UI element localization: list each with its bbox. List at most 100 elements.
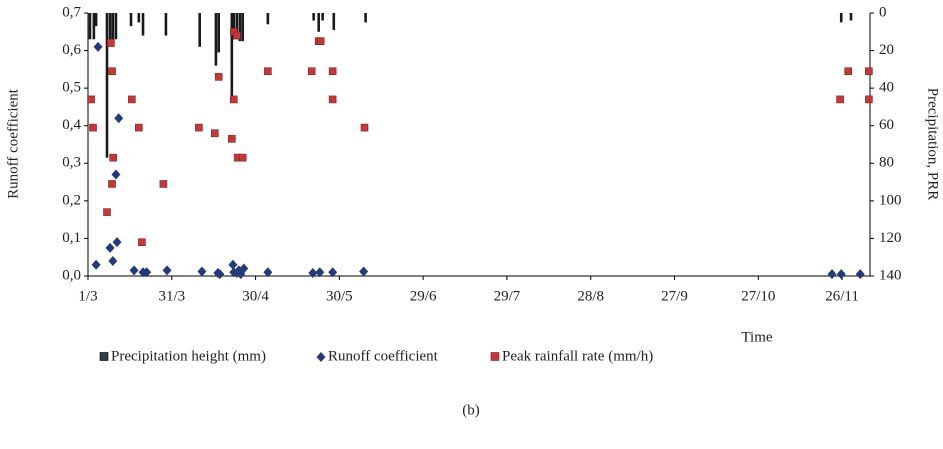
y2-tick-label: 80: [879, 155, 894, 171]
x-tick-label: 1/3: [78, 288, 97, 304]
peak-rate-point: [836, 95, 844, 104]
precipitation-bar: [114, 13, 118, 40]
x-tick-label: 28/8: [577, 288, 604, 304]
runoff-point: [129, 265, 139, 276]
x-tick-label: 26/11: [825, 288, 859, 304]
y-axis-label: Runoff coefficient: [5, 88, 21, 199]
precipitation-bar: [108, 13, 112, 40]
precipitation-bar: [214, 13, 218, 66]
peak-rate-point: [195, 123, 203, 132]
precipitation-bar: [217, 13, 221, 53]
peak-rate-point: [328, 67, 337, 76]
precipitation-bar: [232, 13, 236, 40]
runoff-point: [215, 269, 225, 280]
precipitation-bar: [332, 13, 336, 30]
legend-label: Peak rainfall rate (mm/h): [502, 348, 653, 364]
legend-label: Runoff coefficient: [328, 348, 439, 364]
runoff-point: [228, 259, 238, 270]
peak-rate-point: [307, 67, 316, 76]
y2-axis-label: Precipitation, PRR: [925, 88, 941, 201]
peak-rate-point: [865, 95, 873, 104]
precipitation-bar: [88, 13, 92, 40]
peak-rate-point: [89, 123, 97, 132]
runoff-point: [328, 267, 338, 278]
runoff-point: [836, 269, 846, 280]
runoff-point: [112, 237, 122, 248]
runoff-point: [359, 266, 369, 277]
peak-rate-point: [233, 31, 241, 40]
runoff-point: [263, 267, 273, 278]
peak-rate-point: [844, 67, 853, 76]
legend-label: Precipitation height (mm): [111, 348, 266, 364]
x-tick-label: 29/6: [410, 288, 437, 304]
y2-tick-label: 40: [879, 80, 894, 96]
y-tick-label: 0,7: [62, 4, 81, 20]
peak-rate-point: [103, 208, 111, 216]
precipitation-bar: [129, 13, 133, 27]
peak-rate-point: [264, 67, 272, 76]
caption: (b): [462, 402, 480, 418]
precipitation-bar: [230, 13, 234, 98]
y2-tick-label: 0: [879, 4, 887, 20]
precipitation-bar: [141, 13, 145, 36]
legend-marker: [316, 352, 326, 362]
y-tick-label: 0,4: [62, 117, 81, 133]
peak-rate-point: [109, 153, 117, 162]
precipitation-bar: [198, 13, 202, 47]
y-tick-label: 0,3: [62, 155, 81, 171]
y2-tick-label: 60: [879, 117, 894, 133]
peak-rate-point: [210, 129, 219, 138]
peak-rate-point: [159, 180, 168, 188]
x-tick-label: 30/5: [326, 288, 353, 304]
runoff-point: [114, 113, 124, 124]
peak-rate-point: [228, 135, 236, 143]
runoff-point: [162, 265, 172, 276]
precipitation-bar: [105, 13, 109, 158]
y-tick-label: 0,2: [62, 192, 81, 208]
precipitation-bar: [839, 13, 843, 23]
legend-marker: [99, 352, 109, 361]
y2-tick-label: 140: [879, 267, 902, 283]
runoff-point: [827, 269, 837, 280]
runoff-point: [197, 266, 207, 277]
peak-rate-point: [328, 95, 337, 104]
peak-rate-point: [238, 153, 247, 162]
peak-rate-point: [865, 67, 873, 76]
x-tick-label: 31/3: [158, 288, 185, 304]
runoff-point: [142, 267, 152, 278]
runoff-point: [111, 169, 121, 180]
peak-rate-point: [108, 67, 116, 76]
precipitation-bar: [164, 13, 168, 36]
x-tick-label: 27/9: [661, 288, 688, 304]
precipitation-bar: [321, 13, 324, 21]
peak-rate-point: [360, 123, 369, 132]
precipitation-bar: [111, 13, 115, 40]
x-tick-label: 27/10: [741, 288, 775, 304]
peak-rate-point: [128, 95, 136, 104]
y-tick-label: 0,1: [62, 230, 81, 246]
peak-rate-point: [316, 37, 325, 45]
x-tick-label: 30/4: [242, 288, 269, 304]
precipitation-bar: [849, 13, 853, 21]
peak-rate-point: [229, 95, 238, 104]
y-tick-label: 0,0: [62, 267, 81, 283]
runoff-point: [93, 41, 103, 52]
y2-tick-label: 100: [879, 192, 902, 208]
precipitation-bar: [364, 13, 367, 23]
peak-rate-point: [214, 73, 223, 81]
runoff-point: [315, 267, 325, 278]
runoff-point: [308, 267, 318, 278]
x-tick-label: 29/7: [494, 288, 521, 304]
peak-rate-point: [107, 39, 115, 47]
runoff-point: [105, 242, 115, 253]
precipitation-bar: [235, 13, 239, 40]
y-tick-label: 0,5: [62, 80, 81, 96]
peak-rate-point: [135, 123, 143, 132]
y-tick-label: 0,6: [62, 42, 81, 58]
precipitation-bar: [312, 13, 315, 21]
x-axis-label: Time: [741, 329, 772, 345]
y2-tick-label: 20: [879, 42, 894, 58]
precipitation-bar: [317, 13, 320, 32]
runoff-point: [91, 259, 101, 270]
